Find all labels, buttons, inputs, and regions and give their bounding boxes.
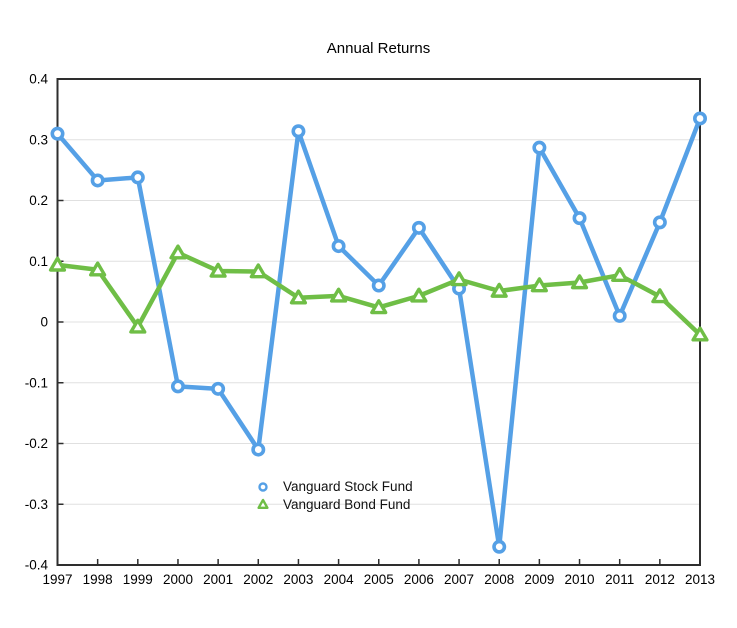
- bond-marker-icon: [691, 326, 709, 342]
- stock-marker-icon: [692, 111, 707, 126]
- bond-triangle-marker-icon: [257, 498, 269, 510]
- x-tick-label: 2002: [243, 572, 273, 587]
- bond-marker-icon: [651, 288, 669, 304]
- x-tick-label: 2012: [645, 572, 675, 587]
- stock-marker-icon: [170, 379, 185, 394]
- y-tick-label: -0.3: [25, 497, 48, 512]
- bond-marker-icon: [169, 244, 187, 260]
- stock-marker-icon: [492, 539, 507, 554]
- bond-marker-icon: [289, 289, 308, 305]
- bond-marker-icon: [209, 262, 227, 278]
- bond-marker-icon: [611, 266, 629, 283]
- stock-marker-icon: [211, 381, 226, 396]
- x-tick-label: 2009: [524, 572, 554, 587]
- x-tick-label: 2011: [605, 572, 634, 587]
- stock-marker-icon: [572, 211, 587, 226]
- bond-marker-icon: [450, 271, 468, 287]
- bond-marker-icon: [89, 261, 107, 277]
- chart-title: Annual Returns: [326, 40, 431, 57]
- legend-label-stock: Vanguard Stock Fund: [283, 478, 413, 494]
- stock-marker-icon: [411, 220, 426, 235]
- y-tick-label: 0.4: [29, 72, 48, 87]
- y-tick-label: -0.2: [25, 436, 48, 451]
- bond-marker-icon: [410, 287, 428, 303]
- stock-marker-icon: [251, 442, 266, 457]
- stock-marker-icon: [371, 278, 386, 293]
- bond-marker-icon: [490, 282, 508, 298]
- x-tick-label: 2005: [364, 572, 394, 587]
- bond-marker-icon: [370, 299, 388, 315]
- y-tick-label: -0.1: [25, 375, 48, 390]
- stock-marker-icon: [612, 308, 627, 323]
- x-tick-label: 2004: [324, 572, 355, 587]
- stock-marker-icon: [130, 170, 145, 185]
- x-tick-label: 2000: [163, 572, 193, 587]
- y-tick-label: 0: [40, 315, 48, 330]
- stock-marker-icon: [50, 126, 65, 141]
- legend-item-stock: Vanguard Stock Fund: [255, 477, 413, 495]
- legend: Vanguard Stock Fund Vanguard Bond Fund: [255, 477, 413, 513]
- legend-item-bond: Vanguard Bond Fund: [255, 495, 413, 513]
- x-tick-label: 2013: [685, 572, 715, 587]
- stock-marker-icon: [532, 140, 547, 155]
- x-tick-label: 2007: [444, 572, 474, 587]
- legend-label-bond: Vanguard Bond Fund: [283, 496, 411, 512]
- bond-marker-icon: [530, 277, 548, 293]
- x-tick-label: 1999: [123, 572, 153, 587]
- x-tick-label: 2001: [203, 572, 233, 587]
- x-tick-label: 1998: [83, 572, 113, 587]
- bond-marker-icon: [570, 274, 589, 290]
- stock-marker-icon: [291, 124, 306, 139]
- y-tick-label: 0.3: [29, 132, 48, 147]
- bond-marker-icon: [129, 318, 147, 334]
- y-tick-label: 0.2: [29, 193, 48, 208]
- x-tick-label: 2006: [404, 572, 434, 587]
- bond-marker-icon: [329, 287, 348, 303]
- stock-marker-icon: [331, 239, 346, 254]
- y-tick-label: 0.1: [29, 254, 48, 269]
- x-tick-label: 2003: [283, 572, 313, 587]
- bond-marker-icon: [249, 263, 267, 279]
- stock-marker-icon: [90, 173, 105, 188]
- x-tick-label: 2010: [565, 572, 595, 587]
- stock-circle-marker-icon: [258, 482, 268, 492]
- x-tick-label: 1997: [42, 572, 72, 587]
- y-tick-label: -0.4: [25, 558, 49, 573]
- x-tick-label: 2008: [484, 572, 514, 587]
- bond-marker-icon: [48, 256, 67, 272]
- stock-marker-icon: [652, 215, 667, 230]
